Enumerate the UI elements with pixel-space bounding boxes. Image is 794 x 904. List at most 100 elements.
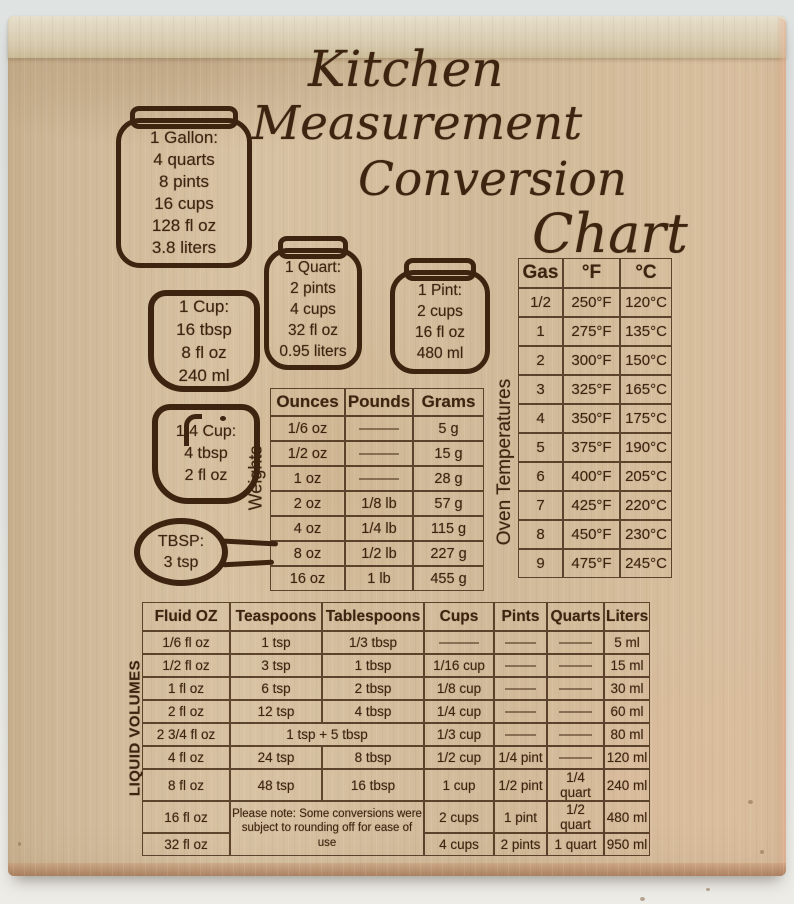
column-header: Quarts bbox=[547, 602, 604, 631]
table-cell: 1 tsp bbox=[230, 631, 322, 654]
table-cell: 60 ml bbox=[604, 700, 650, 723]
empty-cell bbox=[345, 441, 413, 466]
empty-cell bbox=[494, 723, 547, 746]
table-cell: 240 ml bbox=[604, 769, 650, 801]
table-cell: 48 tsp bbox=[230, 769, 322, 801]
crumb-speck bbox=[640, 897, 645, 901]
oven-temperatures-table: Gas °F °C 1/2 250°F 120°C 1 275°F 135°C 2 300°F 150… bbox=[518, 258, 672, 578]
cup-value: 240 ml bbox=[178, 366, 230, 385]
table-cell: 220°C bbox=[620, 491, 672, 520]
header-row: Ounces Pounds Grams bbox=[270, 388, 484, 416]
table-cell: 4 bbox=[518, 404, 563, 433]
table-cell: 4 oz bbox=[270, 516, 345, 541]
crumb-speck bbox=[748, 800, 753, 804]
table-cell: 1 tsp + 5 tbsp bbox=[230, 723, 424, 746]
table-cell: 1 bbox=[518, 317, 563, 346]
empty-cell bbox=[494, 631, 547, 654]
table-cell: 16 tbsp bbox=[322, 769, 424, 801]
table-cell: 115 g bbox=[413, 516, 484, 541]
table-row: 8 fl oz 48 tsp 16 tbsp 1 cup 1/2 pint 1/4 qua… bbox=[142, 769, 650, 801]
page-title-line-3: Conversion bbox=[358, 152, 628, 207]
table-row: 1/2 250°F 120°C bbox=[518, 288, 672, 317]
table-row: 8 oz 1/2 lb 227 g bbox=[270, 541, 484, 566]
gallon-jar-illustration: 1 Gallon: 4 quarts 8 pints 16 cups 128 f… bbox=[116, 106, 252, 268]
table-row: 32 fl oz 4 cups 2 pints 1 quart 950 ml bbox=[142, 833, 650, 856]
column-header: Cups bbox=[424, 602, 494, 631]
table-cell: 120°C bbox=[620, 288, 672, 317]
quarter-cup-value: 4 tbsp bbox=[184, 445, 228, 462]
weights-section-label: Weights bbox=[245, 445, 266, 511]
table-cell: 1/4 quart bbox=[547, 769, 604, 801]
cup-value: 16 tbsp bbox=[176, 320, 232, 339]
table-cell: 325°F bbox=[563, 375, 620, 404]
table-row: 1 fl oz 6 tsp 2 tbsp 1/8 cup 30 ml bbox=[142, 677, 650, 700]
table-cell: 2 pints bbox=[494, 833, 547, 856]
page-title-line-4: Chart bbox=[532, 202, 688, 265]
table-cell: 1/6 fl oz bbox=[142, 631, 230, 654]
gallon-value: 128 fl oz bbox=[151, 216, 217, 235]
table-cell: 1/2 lb bbox=[345, 541, 413, 566]
quarter-cup-value: 2 fl oz bbox=[184, 467, 228, 484]
table-cell: 165°C bbox=[620, 375, 672, 404]
quart-value: 32 fl oz bbox=[288, 321, 338, 339]
table-cell: 12 tsp bbox=[230, 700, 322, 723]
table-row: 1/2 oz 15 g bbox=[270, 441, 484, 466]
table-cell: 1/8 cup bbox=[424, 677, 494, 700]
table-cell: 230°C bbox=[620, 520, 672, 549]
table-cell: 5 ml bbox=[604, 631, 650, 654]
table-row: 4 fl oz 24 tsp 8 tbsp 1/2 cup 1/4 pint 120 ml bbox=[142, 746, 650, 769]
cup-value: 8 fl oz bbox=[181, 343, 227, 362]
table-row: 16 oz 1 lb 455 g bbox=[270, 566, 484, 591]
quart-value: 2 pints bbox=[290, 279, 336, 297]
page-title-line-2: Measurement bbox=[252, 96, 583, 151]
table-cell: 24 tsp bbox=[230, 746, 322, 769]
table-cell: 16 oz bbox=[270, 566, 345, 591]
table-cell: 4 fl oz bbox=[142, 746, 230, 769]
table-cell: 2 cups bbox=[424, 801, 494, 833]
table-cell: 135°C bbox=[620, 317, 672, 346]
table-cell: 2 tbsp bbox=[322, 677, 424, 700]
table-cell: 1/2 cup bbox=[424, 746, 494, 769]
pint-value: 480 ml bbox=[416, 345, 464, 362]
table-cell: 950 ml bbox=[604, 833, 650, 856]
column-header: Teaspoons bbox=[230, 602, 322, 631]
table-cell: 1/4 lb bbox=[345, 516, 413, 541]
column-header: Ounces bbox=[270, 388, 345, 416]
mug-handle bbox=[120, 426, 164, 480]
table-cell: 1/2 bbox=[518, 288, 563, 317]
table-cell: 205°C bbox=[620, 462, 672, 491]
table-cell: 120 ml bbox=[604, 746, 650, 769]
empty-cell bbox=[494, 700, 547, 723]
table-cell: 15 g bbox=[413, 441, 484, 466]
empty-cell bbox=[494, 677, 547, 700]
empty-cell bbox=[345, 466, 413, 491]
table-cell: 275°F bbox=[563, 317, 620, 346]
table-cell: 190°C bbox=[620, 433, 672, 462]
column-header: Tablespoons bbox=[322, 602, 424, 631]
table-cell: 16 fl oz bbox=[142, 801, 230, 833]
empty-cell bbox=[547, 654, 604, 677]
table-cell: 455 g bbox=[413, 566, 484, 591]
table-row: 16 fl oz Please note: Some conversions we… bbox=[142, 801, 650, 856]
table-cell: 1/3 cup bbox=[424, 723, 494, 746]
table-row: 2 300°F 150°C bbox=[518, 346, 672, 375]
gallon-value: 16 cups bbox=[154, 194, 214, 213]
table-cell: 480 ml bbox=[604, 801, 650, 833]
table-cell: 8 fl oz bbox=[142, 769, 230, 801]
table-cell: 4 cups bbox=[424, 833, 494, 856]
rounding-note: Please note: Some conversions were subje… bbox=[230, 801, 424, 856]
table-cell: 2 bbox=[518, 346, 563, 375]
table-cell: 5 g bbox=[413, 416, 484, 441]
table-cell: 1 cup bbox=[424, 769, 494, 801]
pint-value: 2 cups bbox=[417, 303, 463, 320]
table-cell: 350°F bbox=[563, 404, 620, 433]
table-cell: 2 fl oz bbox=[142, 700, 230, 723]
table-row: 1/2 fl oz 3 tsp 1 tbsp 1/16 cup 15 ml bbox=[142, 654, 650, 677]
empty-cell bbox=[547, 746, 604, 769]
pint-jar-illustration: 1 Pint: 2 cups 16 fl oz 480 ml bbox=[390, 258, 490, 374]
table-cell: 57 g bbox=[413, 491, 484, 516]
table-cell: 6 bbox=[518, 462, 563, 491]
board-right-edge bbox=[776, 18, 786, 874]
table-cell: 175°C bbox=[620, 404, 672, 433]
gallon-value: 8 pints bbox=[158, 172, 210, 191]
